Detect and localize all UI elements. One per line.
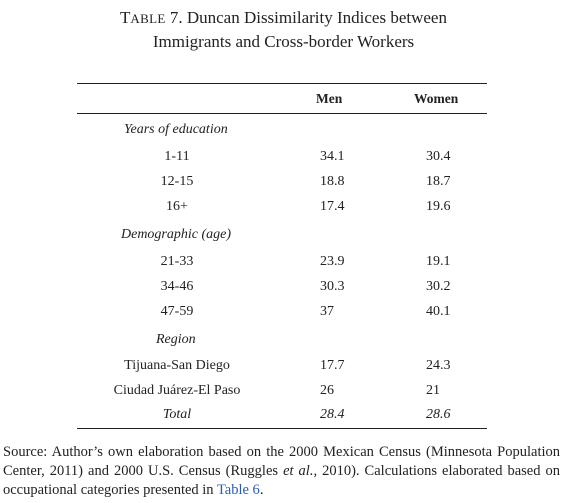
- total-men-value: 28.4: [320, 407, 345, 422]
- table-title-line-2: Immigrants and Cross-border Workers: [152, 32, 415, 51]
- women-value: 19.1: [426, 254, 451, 269]
- men-value: 18.8: [320, 174, 345, 189]
- total-label: Total: [162, 407, 192, 422]
- row-label: 21-33: [160, 254, 194, 269]
- table-title-prefix-cap: T: [120, 8, 131, 27]
- row-label: 1-11: [164, 149, 190, 164]
- men-value: 26: [320, 383, 334, 398]
- table-top-rule: [77, 83, 487, 84]
- table-title: TABLE 7. Duncan Dissimilarity Indices be…: [0, 6, 567, 53]
- source-note: Source: Author’s own elaboration based o…: [3, 443, 560, 500]
- section-title-education: Years of education: [124, 122, 228, 137]
- women-value: 18.7: [426, 174, 451, 189]
- men-value: 17.7: [320, 358, 345, 373]
- table-title-text: 7. Duncan Dissimilarity Indices between: [165, 8, 447, 27]
- row-label: 34-46: [160, 279, 194, 294]
- row-label: Ciudad Juárez-El Paso: [113, 383, 241, 398]
- source-text-1: Source: Author’s own elaboration based o…: [3, 444, 560, 479]
- row-label: 12-15: [160, 174, 194, 189]
- table-bottom-rule: [77, 428, 487, 429]
- men-value: 30.3: [320, 279, 345, 294]
- table-title-line-1: TABLE 7. Duncan Dissimilarity Indices be…: [0, 6, 567, 30]
- source-et-al: et al.: [283, 463, 314, 479]
- row-label: 47-59: [160, 304, 194, 319]
- row-label: Tijuana-San Diego: [124, 358, 230, 373]
- source-text-2: , 2010). Calculations elaborated based o…: [3, 463, 560, 498]
- men-value: 17.4: [320, 199, 345, 214]
- women-value: 21: [426, 383, 440, 398]
- women-value: 30.2: [426, 279, 451, 294]
- men-value: 34.1: [320, 149, 345, 164]
- men-value: 23.9: [320, 254, 345, 269]
- column-header-men: Men: [316, 91, 343, 106]
- column-header-women: Women: [414, 91, 459, 106]
- women-value: 19.6: [426, 199, 451, 214]
- men-value: 37: [320, 304, 334, 319]
- women-value: 30.4: [426, 149, 451, 164]
- section-title-region: Region: [156, 332, 196, 347]
- women-value: 40.1: [426, 304, 451, 319]
- header-bottom-rule: [77, 113, 487, 114]
- row-label: 16+: [166, 199, 188, 214]
- table-6-link[interactable]: Table 6: [216, 482, 260, 498]
- total-women-value: 28.6: [426, 407, 451, 422]
- section-title-demographic: Demographic (age): [121, 227, 232, 242]
- source-end: .: [259, 482, 264, 498]
- women-value: 24.3: [426, 358, 451, 373]
- table-title-prefix-small: ABLE: [130, 11, 166, 26]
